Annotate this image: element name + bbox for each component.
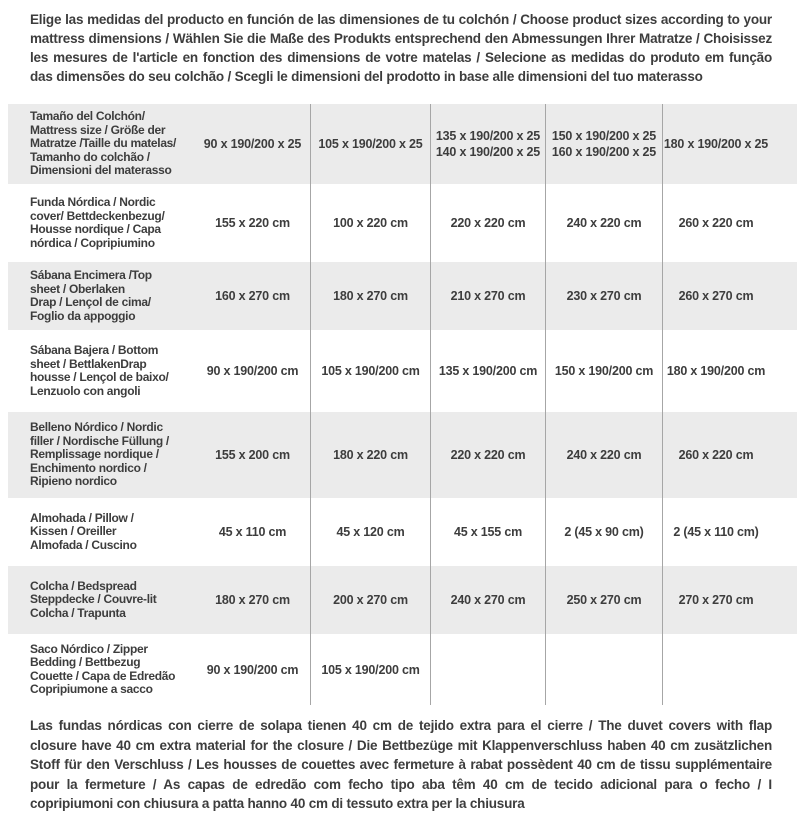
size-value-cell: 180 x 270 cm (215, 593, 290, 607)
size-value-cell: 45 x 120 cm (310, 498, 430, 566)
size-value-cell: 2 (45 x 110 cm) (662, 498, 797, 566)
size-value-cell: 260 x 220 cm (662, 184, 797, 262)
intro-text: Elige las medidas del producto en funció… (30, 12, 772, 84)
size-value-cell (545, 634, 662, 705)
row-label: Saco Nórdico / Zipper Bedding / Bettbezu… (30, 641, 176, 696)
size-value-cell: 180 x 270 cm (310, 262, 430, 330)
size-value-cell (430, 634, 545, 705)
product-size-table: Tamaño del Colchón/ Mattress size / Größ… (8, 104, 797, 705)
size-value-cell: 45 x 110 cm (218, 525, 287, 539)
size-value-cell: 160 x 270 cm (215, 289, 290, 303)
table-row-nordic-cover: Funda Nórdica / Nordic cover/ Bettdecken… (8, 184, 797, 262)
size-value-cell: 155 x 220 cm (215, 216, 290, 230)
size-value-cell: 180 x 220 cm (310, 412, 430, 498)
size-value-cell: 150 x 190/200 cm (545, 330, 662, 412)
size-value-cell: 105 x 190/200 cm (310, 634, 430, 705)
size-value-cell: 260 x 270 cm (662, 262, 797, 330)
size-value-cell: 180 x 190/200 x 25 (662, 104, 797, 184)
table-row-top-sheet: Sábana Encimera /Top sheet / Oberlaken D… (8, 262, 797, 330)
table-row-mattress-size: Tamaño del Colchón/ Mattress size / Größ… (8, 104, 797, 184)
size-value-cell: 155 x 200 cm (215, 448, 290, 462)
table-row-nordic-filler: Belleno Nórdico / Nordic filler / Nordis… (8, 412, 797, 498)
row-label: Belleno Nórdico / Nordic filler / Nordis… (30, 420, 169, 489)
size-value-cell: 105 x 190/200 x 25 (310, 104, 430, 184)
size-value-cell: 270 x 270 cm (662, 566, 797, 634)
size-value-cell: 90 x 190/200 cm (206, 364, 299, 378)
size-value-cell: 90 x 190/200 cm (206, 662, 299, 677)
row-label: Colcha / Bedspread Steppdecke / Couvre-l… (30, 578, 157, 620)
row-label: Tamaño del Colchón/ Mattress size / Größ… (30, 109, 177, 178)
row-label: Funda Nórdica / Nordic cover/ Bettdecken… (30, 195, 165, 250)
size-value-cell: 230 x 270 cm (545, 262, 662, 330)
size-value-cell: 220 x 220 cm (430, 184, 545, 262)
table-row-bottom-sheet: Sábana Bajera / Bottom sheet / Bettlaken… (8, 330, 797, 412)
size-value-cell: 240 x 220 cm (545, 184, 662, 262)
size-value-cell (662, 634, 797, 705)
table-row-bedspread: Colcha / Bedspread Steppdecke / Couvre-l… (8, 566, 797, 634)
size-value-cell: 200 x 270 cm (310, 566, 430, 634)
table-row-pillow: Almohada / Pillow / Kissen / Oreiller Al… (8, 498, 797, 566)
size-value-cell: 240 x 270 cm (430, 566, 545, 634)
size-value-cell: 150 x 190/200 x 25 160 x 190/200 x 25 (545, 104, 662, 184)
footnote-text: Las fundas nórdicas con cierre de solapa… (30, 718, 772, 811)
size-value-cell: 135 x 190/200 cm (430, 330, 545, 412)
size-value-cell: 260 x 220 cm (662, 412, 797, 498)
size-value-cell: 210 x 270 cm (430, 262, 545, 330)
table-row-zipper-bedding: Saco Nórdico / Zipper Bedding / Bettbezu… (8, 634, 797, 705)
size-value-cell: 90 x 190/200 x 25 (203, 137, 302, 151)
size-value-cell: 105 x 190/200 cm (310, 330, 430, 412)
size-value-cell: 240 x 220 cm (545, 412, 662, 498)
row-label: Sábana Bajera / Bottom sheet / Bettlaken… (30, 343, 169, 398)
size-value-cell: 180 x 190/200 cm (662, 330, 797, 412)
row-label: Sábana Encimera /Top sheet / Oberlaken D… (30, 268, 152, 323)
size-value-cell: 250 x 270 cm (545, 566, 662, 634)
size-value-cell: 100 x 220 cm (310, 184, 430, 262)
size-value-cell: 220 x 220 cm (430, 412, 545, 498)
size-value-cell: 45 x 155 cm (430, 498, 545, 566)
row-label: Almohada / Pillow / Kissen / Oreiller Al… (30, 510, 137, 552)
size-value-cell: 135 x 190/200 x 25 140 x 190/200 x 25 (430, 104, 545, 184)
size-value-cell: 2 (45 x 90 cm) (545, 498, 662, 566)
